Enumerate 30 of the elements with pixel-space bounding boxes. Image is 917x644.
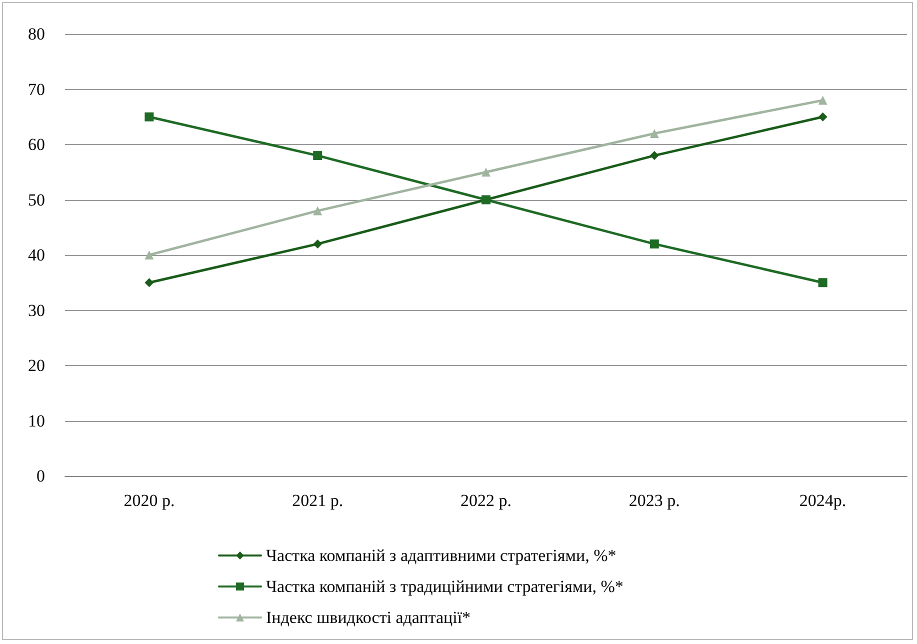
point xyxy=(650,151,659,160)
y-tick-label: 0 xyxy=(36,466,45,486)
y-tick-label: 60 xyxy=(28,135,45,154)
x-tick-label: 2021 р. xyxy=(292,491,344,510)
point xyxy=(313,151,322,160)
x-tick-label: 2020 р. xyxy=(124,491,175,510)
x-tick-label: 2024р. xyxy=(799,491,846,510)
y-tick-label: 50 xyxy=(28,190,45,210)
point xyxy=(818,278,828,288)
point xyxy=(482,168,490,177)
point xyxy=(818,112,828,122)
y-tick-label: 70 xyxy=(28,80,45,99)
y-tick-label: 20 xyxy=(28,356,45,375)
point xyxy=(650,239,659,248)
legend-label: Частка компаній з адаптивними стратегіями, %* xyxy=(266,546,616,565)
point xyxy=(313,206,322,216)
y-tick-label: 80 xyxy=(28,24,45,44)
point xyxy=(144,250,154,260)
point xyxy=(144,112,154,122)
legend-label: Індекс швидкості адаптації* xyxy=(266,608,471,627)
legend-label: Частка компаній з традиційними стратегіями, %* xyxy=(266,577,624,596)
y-tick-label: 10 xyxy=(28,411,45,430)
x-tick-label: 2022 р. xyxy=(460,491,512,510)
x-tick-label: 2023 р. xyxy=(628,491,680,510)
y-tick-label: 30 xyxy=(28,300,45,320)
point xyxy=(818,96,828,105)
point xyxy=(313,239,322,248)
point xyxy=(144,278,154,288)
y-tick-label: 40 xyxy=(28,246,45,264)
point xyxy=(650,128,659,138)
